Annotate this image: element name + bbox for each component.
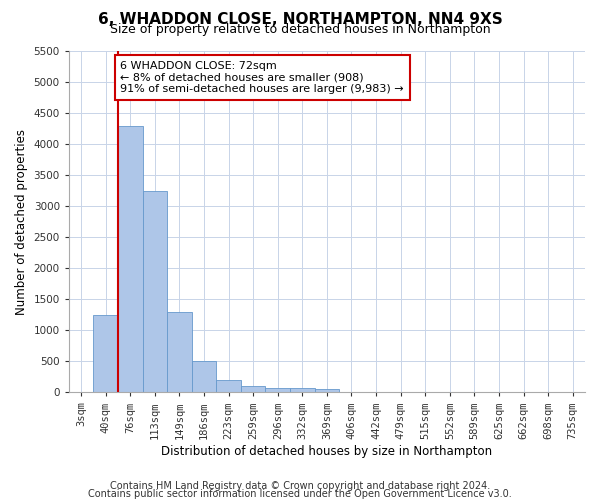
X-axis label: Distribution of detached houses by size in Northampton: Distribution of detached houses by size … bbox=[161, 444, 493, 458]
Text: Contains public sector information licensed under the Open Government Licence v3: Contains public sector information licen… bbox=[88, 489, 512, 499]
Bar bbox=[290, 388, 314, 392]
Bar bbox=[167, 312, 192, 392]
Bar bbox=[217, 380, 241, 392]
Bar bbox=[314, 388, 339, 392]
Bar bbox=[143, 191, 167, 392]
Text: Size of property relative to detached houses in Northampton: Size of property relative to detached ho… bbox=[110, 22, 490, 36]
Bar bbox=[118, 126, 143, 392]
Text: 6 WHADDON CLOSE: 72sqm
← 8% of detached houses are smaller (908)
91% of semi-det: 6 WHADDON CLOSE: 72sqm ← 8% of detached … bbox=[121, 61, 404, 94]
Bar bbox=[192, 362, 217, 392]
Text: 6, WHADDON CLOSE, NORTHAMPTON, NN4 9XS: 6, WHADDON CLOSE, NORTHAMPTON, NN4 9XS bbox=[98, 12, 502, 28]
Bar bbox=[94, 315, 118, 392]
Bar bbox=[265, 388, 290, 392]
Bar bbox=[241, 386, 265, 392]
Y-axis label: Number of detached properties: Number of detached properties bbox=[15, 129, 28, 315]
Text: Contains HM Land Registry data © Crown copyright and database right 2024.: Contains HM Land Registry data © Crown c… bbox=[110, 481, 490, 491]
